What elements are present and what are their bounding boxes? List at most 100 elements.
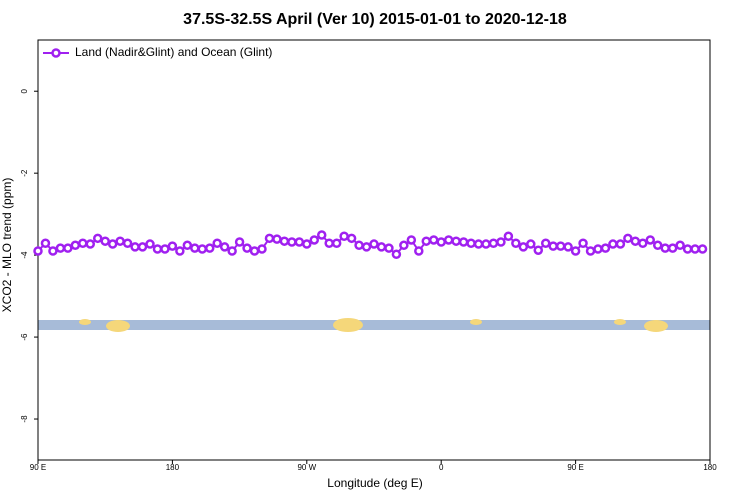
data-point: [197, 244, 208, 254]
map-strip: [38, 318, 710, 332]
data-point: [115, 236, 125, 246]
data-point: [309, 235, 320, 245]
data-point: [503, 231, 514, 242]
data-point: [391, 249, 402, 260]
legend-marker: [51, 48, 61, 58]
data-point: [399, 240, 409, 251]
data-point: [249, 246, 260, 256]
data-point: [488, 238, 499, 248]
data-point: [466, 238, 476, 248]
data-point: [107, 239, 118, 249]
data-point: [511, 238, 521, 248]
data-point: [578, 238, 588, 248]
x-tick-label: 180: [166, 463, 180, 472]
y-axis-label: XCO2 - MLO trend (ppm): [0, 178, 14, 313]
data-point: [63, 243, 73, 253]
data-point: [675, 240, 685, 251]
y-tick-label: -4: [20, 251, 29, 259]
data-point: [346, 233, 357, 244]
data-point: [615, 239, 626, 249]
data-point: [443, 235, 454, 245]
data-point: [645, 235, 656, 245]
y-tick-label: -6: [20, 333, 29, 341]
data-point: [436, 237, 446, 247]
y-tick-label: -2: [20, 169, 29, 177]
data-point: [100, 236, 110, 246]
data-point: [85, 239, 96, 249]
data-point: [130, 242, 140, 252]
data-point: [414, 246, 424, 256]
data-point: [585, 246, 596, 256]
data-point: [421, 236, 432, 246]
data-point: [316, 230, 327, 240]
data-point: [331, 238, 342, 248]
data-point: [40, 238, 51, 248]
data-point: [540, 238, 551, 248]
data-point: [152, 244, 163, 254]
data-point: [354, 240, 364, 251]
data-point: [548, 241, 558, 251]
data-point: [227, 246, 237, 256]
data-point: [324, 238, 334, 248]
data-point: [518, 242, 529, 252]
data-point: [570, 246, 581, 256]
data-point: [234, 237, 245, 247]
chart-title: 37.5S-32.5S April (Ver 10) 2015-01-01 to…: [183, 11, 567, 28]
data-point: [361, 242, 372, 252]
data-point: [175, 246, 185, 256]
data-point: [451, 236, 461, 246]
x-axis-label: Longitude (deg E): [327, 476, 422, 490]
data-point: [78, 238, 88, 248]
data-point: [473, 239, 484, 249]
data-point: [339, 231, 349, 242]
x-tick-label: 90 E: [30, 463, 46, 472]
x-tick-label: 90 E: [567, 463, 583, 472]
data-point: [555, 241, 566, 251]
x-tick-label: 90 W: [297, 463, 316, 472]
data-point: [428, 235, 439, 245]
data-point: [638, 238, 648, 248]
data-point: [667, 243, 678, 253]
data-point: [458, 237, 469, 247]
data-point: [533, 245, 544, 255]
data-point: [137, 242, 148, 252]
data-point: [160, 244, 170, 254]
x-tick-label: 180: [703, 463, 717, 472]
data-point: [190, 243, 200, 253]
data-point: [204, 243, 215, 253]
data-point: [92, 233, 103, 244]
data-point: [33, 246, 43, 256]
data-point: [682, 244, 693, 254]
y-tick-label: -8: [20, 415, 29, 423]
data-point: [697, 244, 708, 254]
data-point: [302, 239, 312, 249]
data-point: [660, 243, 670, 253]
data-point: [287, 237, 297, 247]
data-point: [593, 244, 603, 254]
data-point: [406, 235, 417, 245]
data-point: [608, 239, 618, 249]
data-point: [219, 242, 230, 252]
data-point: [182, 240, 193, 251]
data-point: [257, 244, 267, 254]
data-point: [242, 243, 252, 253]
data-point: [55, 243, 66, 253]
data-point: [526, 239, 536, 249]
data-point: [630, 236, 641, 246]
data-point: [145, 239, 155, 249]
data-point: [272, 234, 282, 244]
legend-label: Land (Nadir&Glint) and Ocean (Glint): [75, 45, 272, 59]
data-point: [122, 238, 133, 248]
x-tick-label: 0: [439, 463, 444, 472]
data-point: [70, 240, 81, 251]
data-point: [481, 239, 491, 249]
data-point: [376, 242, 387, 252]
data-point: [563, 242, 573, 252]
data-point: [690, 244, 700, 254]
data-point: [369, 239, 379, 249]
data-point: [48, 246, 58, 256]
data-point: [167, 241, 178, 251]
data-point: [384, 243, 394, 253]
data-point: [279, 236, 290, 246]
